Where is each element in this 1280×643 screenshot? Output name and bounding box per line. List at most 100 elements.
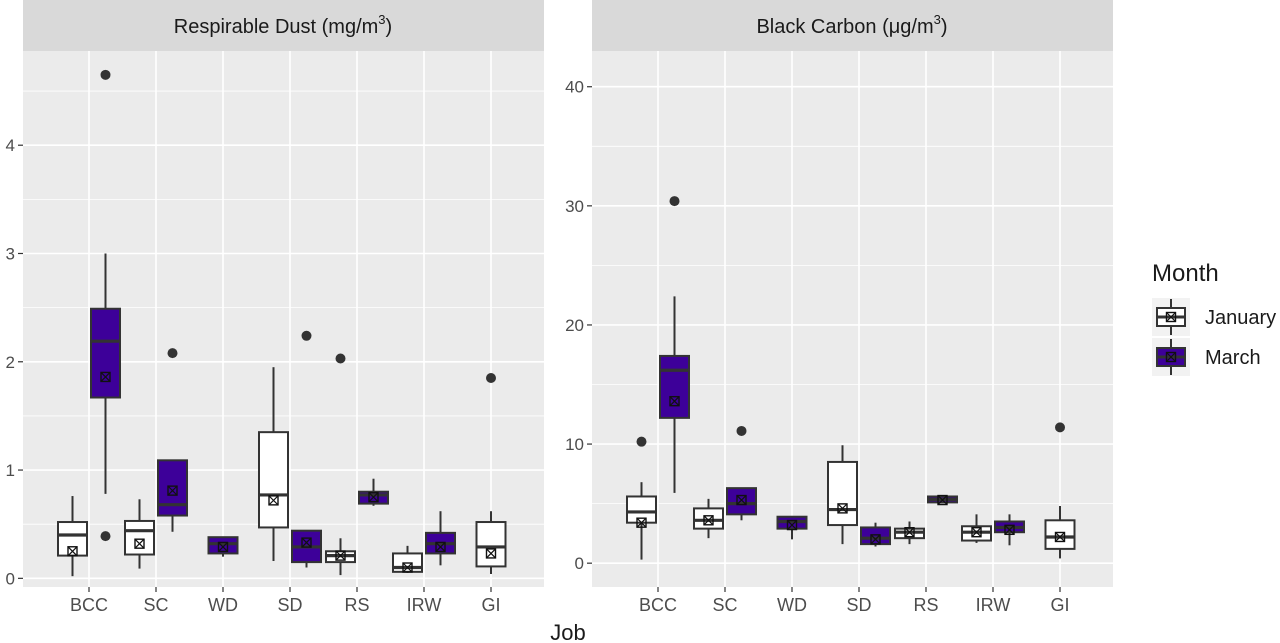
box-january-irw — [392, 545, 423, 573]
mean-marker — [636, 517, 647, 528]
box-march-irw — [994, 514, 1025, 546]
box-iqr — [124, 519, 155, 556]
mean-marker-box — [368, 491, 379, 503]
mean-marker-cross — [67, 546, 78, 557]
boxes — [626, 196, 1076, 560]
mean-marker-box — [1165, 351, 1177, 363]
x-tick-label: GI — [481, 595, 500, 615]
mean-marker-box — [435, 541, 446, 553]
y-tick-label: 1 — [6, 461, 15, 480]
outlier-point — [669, 196, 680, 207]
box-iqr — [827, 460, 858, 527]
mean-marker-cross — [971, 527, 982, 538]
mean-marker-box — [301, 537, 312, 548]
x-tick-label: SD — [277, 595, 302, 615]
strip-background — [592, 0, 1113, 51]
mean-marker — [67, 546, 78, 557]
box-iqr — [207, 536, 239, 555]
mean-marker-cross — [100, 372, 111, 382]
mean-marker-box — [636, 517, 647, 528]
mean-marker-box — [1054, 531, 1066, 543]
mean-marker-cross — [703, 515, 714, 526]
mean-marker-cross — [937, 495, 948, 505]
mean-marker-box — [669, 395, 680, 407]
outlier-point — [301, 330, 312, 341]
panel-title: Black Carbon (μg/m3) — [756, 12, 947, 38]
box-iqr — [726, 487, 757, 516]
x-tick-label: SC — [712, 595, 737, 615]
mean-marker-cross — [837, 503, 848, 514]
box-january-sd — [258, 367, 289, 562]
box-march-sc — [726, 425, 757, 521]
mean-marker — [1054, 531, 1066, 543]
mean-marker-box — [217, 541, 229, 553]
box-january-irw — [961, 514, 992, 543]
box-january-bcc — [57, 496, 88, 577]
panel-title: Respirable Dust (mg/m3) — [174, 12, 392, 38]
mean-marker — [335, 550, 346, 561]
legend-title: Month — [1152, 260, 1219, 287]
box-iqr — [693, 507, 724, 530]
y-tick-label: 30 — [565, 197, 584, 216]
legend-key-january: January — [1152, 298, 1276, 336]
outlier-point — [167, 348, 178, 359]
box-march-wd — [776, 515, 808, 540]
outlier-point — [335, 353, 346, 364]
outlier-point — [636, 436, 647, 447]
mean-marker-cross — [368, 492, 379, 503]
legend: Month January March — [1152, 260, 1276, 376]
y-axis: 0 1 2 3 4 — [6, 136, 23, 588]
mean-marker-cross — [218, 542, 228, 552]
mean-marker-box — [736, 494, 747, 506]
mean-marker-box — [485, 548, 497, 559]
box-march-rs — [358, 478, 389, 506]
y-tick-label: 10 — [565, 435, 584, 454]
mean-marker-cross — [1166, 312, 1176, 322]
mean-marker-cross — [636, 517, 647, 528]
mean-marker-box — [402, 562, 413, 573]
mean-marker-box — [1004, 524, 1015, 536]
legend-label: March — [1205, 347, 1261, 369]
x-axis-title: Job — [550, 620, 585, 643]
mean-marker-cross — [669, 396, 680, 407]
box-iqr — [860, 526, 891, 546]
mean-marker-box — [904, 527, 915, 538]
mean-marker — [786, 519, 798, 531]
mean-marker — [100, 371, 111, 383]
x-tick-label: RS — [913, 595, 938, 615]
outlier-point — [486, 373, 496, 384]
box-march-wd — [207, 536, 239, 557]
box-january-rs — [325, 353, 356, 576]
x-tick-label: SC — [143, 595, 168, 615]
mean-marker — [904, 527, 915, 538]
box-march-sc — [157, 348, 188, 532]
mean-marker — [736, 494, 747, 506]
mean-marker — [1004, 524, 1015, 536]
y-tick-label: 4 — [6, 136, 15, 155]
mean-marker-cross — [486, 548, 496, 559]
box-january-rs — [894, 521, 925, 545]
y-tick-label: 2 — [6, 353, 15, 372]
box-march-bcc — [90, 69, 121, 542]
mean-marker — [217, 541, 229, 553]
mean-marker-cross — [268, 495, 279, 506]
mean-marker-cross — [435, 542, 446, 552]
mean-marker — [301, 537, 312, 548]
mean-marker — [268, 495, 279, 506]
x-tick-label: BCC — [639, 595, 677, 615]
mean-marker-cross — [335, 550, 346, 561]
mean-marker-cross — [1004, 524, 1015, 535]
mean-marker-cross — [301, 537, 312, 548]
y-tick-label: 40 — [565, 78, 584, 97]
mean-marker — [435, 541, 446, 553]
outlier-point — [1055, 422, 1065, 433]
mean-marker-box — [100, 371, 111, 383]
mean-marker — [368, 491, 379, 503]
mean-marker-box — [134, 538, 145, 549]
mean-marker-cross — [402, 562, 413, 573]
mean-marker-cross — [1055, 532, 1065, 542]
strip-background — [23, 0, 544, 51]
y-tick-label: 0 — [575, 554, 584, 573]
mean-marker-box — [870, 534, 881, 545]
